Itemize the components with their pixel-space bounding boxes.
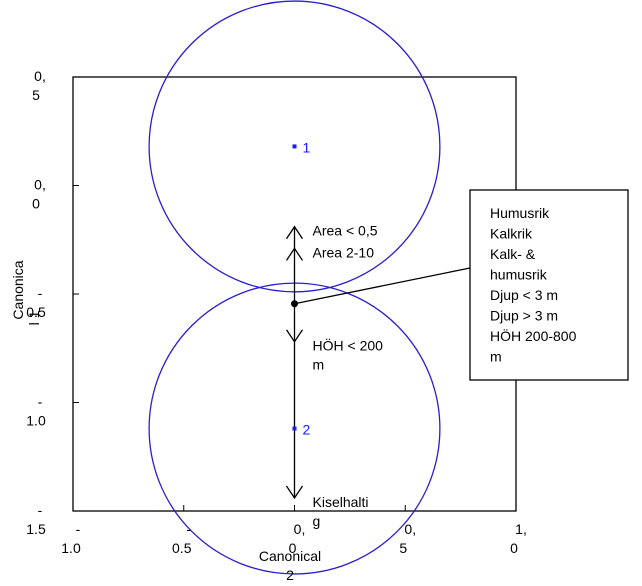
x-tick-label: 0 xyxy=(510,540,518,556)
callout-label: HÖH 200-800 xyxy=(490,327,577,344)
y-axis-title-line-2: l 1 xyxy=(26,310,42,325)
x-tick-label: 0, xyxy=(404,521,416,537)
x-tick-label: 0.5 xyxy=(172,540,192,556)
y-tick-label: - xyxy=(38,502,43,518)
arrow-head xyxy=(285,329,304,343)
y-tick-label: 1.0 xyxy=(26,413,46,429)
y-tick-label: 0.5 xyxy=(26,304,46,320)
y-tick-label: 5 xyxy=(32,87,40,103)
y-tick-label: - xyxy=(38,394,43,410)
arrow-label: HÖH < 200 xyxy=(313,337,384,354)
y-tick-label: 0, xyxy=(34,68,46,84)
x-axis-title-line-2: 2 xyxy=(286,567,294,583)
arrow-label: Area < 0,5 xyxy=(313,223,378,239)
x-tick-label: - xyxy=(76,521,81,537)
x-tick-label: - xyxy=(186,521,191,537)
callout-label: Djup > 3 m xyxy=(490,308,558,324)
y-tick-label: 0 xyxy=(32,196,40,212)
x-tick-label: 0, xyxy=(294,521,306,537)
callout-label: humusrik xyxy=(490,267,548,283)
group-2-centroid xyxy=(292,426,297,431)
arrow-label: m xyxy=(313,357,325,373)
x-tick-label: 5 xyxy=(399,540,407,556)
callout-label: Kalk- & xyxy=(490,246,536,262)
callout-label: m xyxy=(490,349,502,365)
y-tick-label: - xyxy=(38,285,43,301)
y-axis-title-line-1: Canonica xyxy=(10,260,26,319)
arrow-head xyxy=(285,225,304,240)
y-tick-label: 1.5 xyxy=(26,521,46,537)
arrow-label: g xyxy=(313,513,321,529)
callout-box xyxy=(469,189,629,381)
arrow-label: Area 2-10 xyxy=(313,244,375,260)
callout-leader-line xyxy=(294,267,471,305)
x-tick-label: 1.0 xyxy=(61,540,81,556)
callout-label: Djup < 3 m xyxy=(490,287,558,303)
group-1-centroid xyxy=(292,144,297,149)
x-tick-label: 0 xyxy=(289,540,297,556)
x-axis-title-line-1: Canonical xyxy=(259,548,321,564)
arrow-head xyxy=(285,485,304,500)
x-tick-label: 1, xyxy=(515,521,527,537)
group-1-label: 1 xyxy=(303,139,311,155)
arrow-head xyxy=(285,247,304,261)
group-2-label: 2 xyxy=(303,422,311,438)
callout-label: Humusrik xyxy=(490,205,550,221)
callout-label: Kalkrik xyxy=(490,226,533,242)
arrow-label: Kiselhalti xyxy=(313,494,369,510)
y-tick-label: 0, xyxy=(34,177,46,193)
